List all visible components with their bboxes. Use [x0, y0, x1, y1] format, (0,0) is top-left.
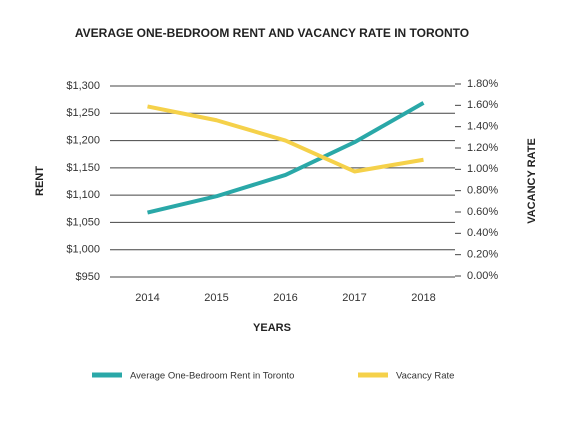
- y2-tick-label: 1.80%: [467, 78, 498, 90]
- y2-tick-label: 1.40%: [467, 121, 498, 133]
- x-axis-label: YEARS: [253, 322, 291, 334]
- y-tick-label: $1,200: [66, 134, 100, 146]
- y2-tick-label: 1.00%: [467, 163, 498, 175]
- y-tick-label: $1,000: [66, 244, 100, 256]
- x-tick-label: 2016: [273, 292, 297, 304]
- data-line: [147, 104, 424, 174]
- x-tick-label: 2017: [342, 292, 366, 304]
- y-tick-label: $1,150: [66, 162, 100, 174]
- x-tick-label: 2018: [411, 292, 435, 304]
- y2-tick-label: 0.40%: [467, 227, 498, 239]
- y2-tick-label: 0.60%: [467, 206, 498, 218]
- y2-tick-label: 1.60%: [467, 99, 498, 111]
- legend-label: Vacancy Rate: [396, 371, 454, 382]
- y-tick-label: $1,100: [66, 189, 100, 201]
- x-tick-label: 2014: [135, 292, 159, 304]
- y2-axis-label: VACANCY RATE: [526, 138, 538, 224]
- y2-tick-label: 1.20%: [467, 142, 498, 154]
- y-tick-label: $1,300: [66, 80, 100, 92]
- data-line: [147, 101, 425, 215]
- chart-title: AVERAGE ONE-BEDROOM RENT AND VACANCY RAT…: [75, 26, 469, 40]
- y-tick-label: $1,250: [66, 107, 100, 119]
- y2-tick-label: 0.20%: [467, 249, 498, 261]
- x-tick-label: 2015: [204, 292, 228, 304]
- y-tick-label: $950: [76, 271, 100, 283]
- y2-tick-label: 0.00%: [467, 270, 498, 282]
- y2-tick-label: 0.80%: [467, 185, 498, 197]
- y-tick-label: $1,050: [66, 216, 100, 228]
- y-axis-label: RENT: [34, 166, 46, 196]
- legend-label: Average One-Bedroom Rent in Toronto: [130, 371, 294, 382]
